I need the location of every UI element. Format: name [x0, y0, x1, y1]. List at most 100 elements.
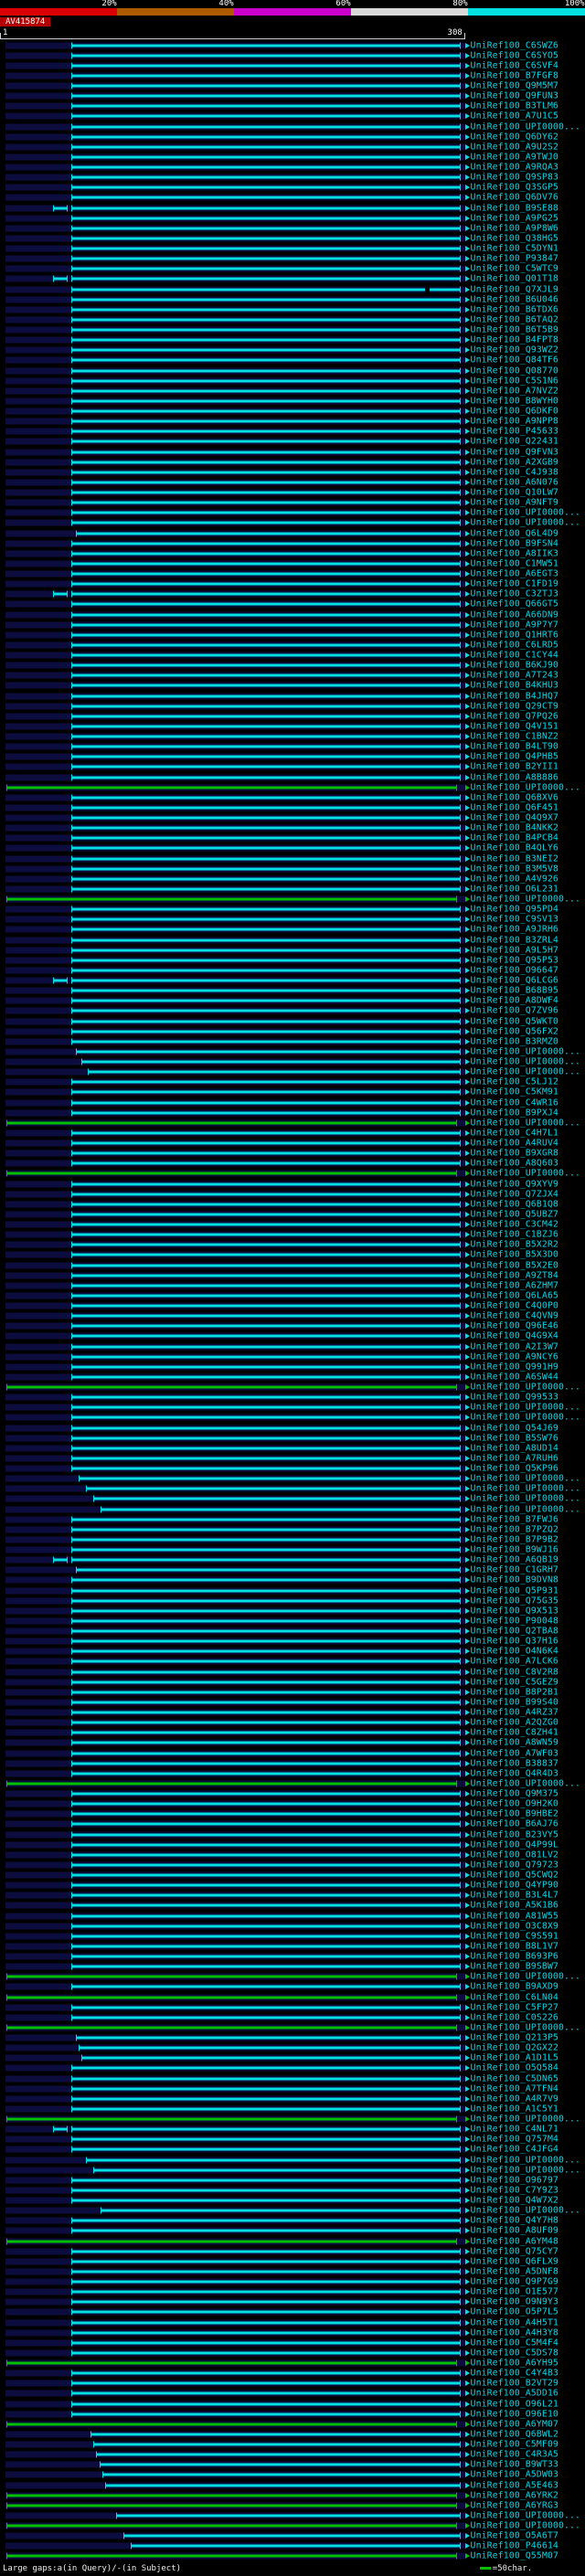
alignment-bar[interactable]: [70, 1151, 460, 1155]
alignment-bar[interactable]: [99, 2463, 460, 2466]
hit-accession-label[interactable]: UniRef100_UPI0000...: [470, 1118, 580, 1129]
hit-accession-label[interactable]: UniRef100_C4JFG4: [470, 2144, 558, 2155]
hit-accession-label[interactable]: UniRef100_C1MW51: [470, 558, 558, 569]
hit-accession-label[interactable]: UniRef100_UPI0000...: [470, 2510, 580, 2521]
alignment-bar[interactable]: [70, 2006, 460, 2009]
hit-accession-label[interactable]: UniRef100_UPI0000...: [470, 2155, 580, 2166]
hit-accession-label[interactable]: UniRef100_Q5KP96: [470, 1463, 558, 1474]
hit-accession-label[interactable]: UniRef100_C5FP27: [470, 2002, 558, 2013]
hit-accession-label[interactable]: UniRef100_UPI0000...: [470, 1066, 580, 1077]
hit-accession-label[interactable]: UniRef100_B6U046: [470, 294, 558, 305]
hit-accession-label[interactable]: UniRef100_Q9M5M7: [470, 80, 558, 91]
hit-accession-label[interactable]: UniRef100_B6TAQ2: [470, 314, 558, 325]
alignment-bar[interactable]: [70, 1426, 460, 1430]
alignment-bar[interactable]: [70, 928, 460, 931]
alignment-bar[interactable]: [6, 2240, 457, 2243]
alignment-bar[interactable]: [53, 207, 67, 210]
hit-accession-label[interactable]: UniRef100_B3M5V8: [470, 864, 558, 875]
alignment-bar[interactable]: [70, 207, 460, 210]
alignment-bar[interactable]: [70, 684, 460, 687]
hit-accession-label[interactable]: UniRef100_A8UD14: [470, 1443, 558, 1454]
alignment-bar[interactable]: [70, 735, 460, 738]
hit-accession-label[interactable]: UniRef100_B5X2R2: [470, 1239, 558, 1250]
hit-accession-label[interactable]: UniRef100_A2XGB9: [470, 457, 558, 468]
alignment-bar[interactable]: [70, 2280, 460, 2284]
alignment-bar[interactable]: [70, 969, 460, 972]
alignment-bar[interactable]: [101, 2473, 460, 2476]
alignment-bar[interactable]: [70, 54, 460, 58]
alignment-bar[interactable]: [6, 1975, 457, 1978]
hit-accession-label[interactable]: UniRef100_Q6L4D9: [470, 528, 558, 539]
hit-accession-label[interactable]: UniRef100_Q6F451: [470, 802, 558, 813]
hit-accession-label[interactable]: UniRef100_O5Q584: [470, 2062, 558, 2073]
alignment-bar[interactable]: [96, 2453, 460, 2456]
hit-accession-label[interactable]: UniRef100_A1D1L5: [470, 2052, 558, 2063]
alignment-bar[interactable]: [6, 2494, 457, 2497]
alignment-bar[interactable]: [70, 1945, 460, 1948]
alignment-bar[interactable]: [70, 369, 460, 373]
alignment-bar[interactable]: [70, 358, 460, 362]
alignment-bar[interactable]: [70, 959, 460, 962]
hit-accession-label[interactable]: UniRef100_UPI0000...: [470, 1778, 580, 1789]
alignment-bar[interactable]: [70, 2137, 460, 2141]
hit-accession-label[interactable]: UniRef100_Q95P53: [470, 955, 558, 966]
alignment-bar[interactable]: [75, 1050, 460, 1054]
alignment-bar[interactable]: [70, 461, 460, 464]
alignment-bar[interactable]: [70, 806, 460, 810]
hit-accession-label[interactable]: UniRef100_C5GEZ9: [470, 1677, 558, 1688]
alignment-bar[interactable]: [70, 2381, 460, 2385]
alignment-bar[interactable]: [70, 2260, 460, 2263]
alignment-bar[interactable]: [6, 2361, 457, 2365]
hit-accession-label[interactable]: UniRef100_A2QZG0: [470, 1717, 558, 1728]
hit-accession-label[interactable]: UniRef100_O96797: [470, 2175, 558, 2186]
hit-accession-label[interactable]: UniRef100_C8ZH41: [470, 1727, 558, 1738]
hit-accession-label[interactable]: UniRef100_C6LRD5: [470, 640, 558, 651]
alignment-bar[interactable]: [78, 1477, 460, 1480]
hit-accession-label[interactable]: UniRef100_UPI0000...: [470, 1168, 580, 1179]
alignment-bar[interactable]: [53, 277, 67, 281]
hit-accession-label[interactable]: UniRef100_O9H2K0: [470, 1798, 558, 1809]
alignment-bar[interactable]: [70, 2077, 460, 2081]
alignment-bar[interactable]: [70, 145, 460, 149]
alignment-bar[interactable]: [70, 745, 460, 748]
hit-accession-label[interactable]: UniRef100_Q9XYV9: [470, 1179, 558, 1190]
alignment-bar[interactable]: [70, 979, 460, 982]
hit-accession-label[interactable]: UniRef100_C1CY44: [470, 650, 558, 661]
alignment-bar[interactable]: [70, 2321, 460, 2325]
alignment-bar[interactable]: [70, 1264, 460, 1267]
hit-accession-label[interactable]: UniRef100_A4RZ37: [470, 1707, 558, 1718]
alignment-bar[interactable]: [105, 2484, 460, 2487]
alignment-bar[interactable]: [93, 2443, 460, 2446]
alignment-bar[interactable]: [70, 1609, 460, 1613]
alignment-bar[interactable]: [70, 2016, 460, 2019]
hit-accession-label[interactable]: UniRef100_UPI0000...: [470, 1483, 580, 1494]
hit-accession-label[interactable]: UniRef100_A8IIK3: [470, 548, 558, 559]
hit-accession-label[interactable]: UniRef100_B38837: [470, 1758, 558, 1769]
hit-accession-label[interactable]: UniRef100_A8DWF4: [470, 995, 558, 1006]
hit-accession-label[interactable]: UniRef100_Q9P7G9: [470, 2276, 558, 2287]
hit-accession-label[interactable]: UniRef100_A7RUH6: [470, 1453, 558, 1464]
hit-accession-label[interactable]: UniRef100_A4RUV4: [470, 1138, 558, 1149]
alignment-bar[interactable]: [70, 217, 460, 220]
hit-accession-label[interactable]: UniRef100_A7U1C5: [470, 111, 558, 122]
hit-accession-label[interactable]: UniRef100_A5K1B6: [470, 1900, 558, 1911]
hit-accession-label[interactable]: UniRef100_C5DS78: [470, 2348, 558, 2359]
hit-accession-label[interactable]: UniRef100_UPI0000...: [470, 1046, 580, 1057]
alignment-bar[interactable]: [70, 1395, 460, 1399]
alignment-bar[interactable]: [70, 1802, 460, 1806]
alignment-bar[interactable]: [70, 1111, 460, 1115]
alignment-bar[interactable]: [70, 2178, 460, 2182]
hit-accession-label[interactable]: UniRef100_A9RQA3: [470, 162, 558, 173]
alignment-bar[interactable]: [70, 1670, 460, 1674]
hit-accession-label[interactable]: UniRef100_B8P2B1: [470, 1687, 558, 1698]
hit-accession-label[interactable]: UniRef100_A6EGT3: [470, 568, 558, 579]
hit-accession-label[interactable]: UniRef100_B5X3D0: [470, 1249, 558, 1260]
alignment-bar[interactable]: [6, 2117, 457, 2121]
hit-accession-label[interactable]: UniRef100_A6YRG3: [470, 2500, 558, 2511]
hit-accession-label[interactable]: UniRef100_C4QVN9: [470, 1310, 558, 1321]
alignment-bar[interactable]: [70, 592, 460, 596]
alignment-bar[interactable]: [70, 1639, 460, 1643]
hit-accession-label[interactable]: UniRef100_C5M4F4: [470, 2337, 558, 2348]
alignment-bar[interactable]: [70, 1365, 460, 1369]
hit-accession-label[interactable]: UniRef100_B5SW76: [470, 1433, 558, 1444]
